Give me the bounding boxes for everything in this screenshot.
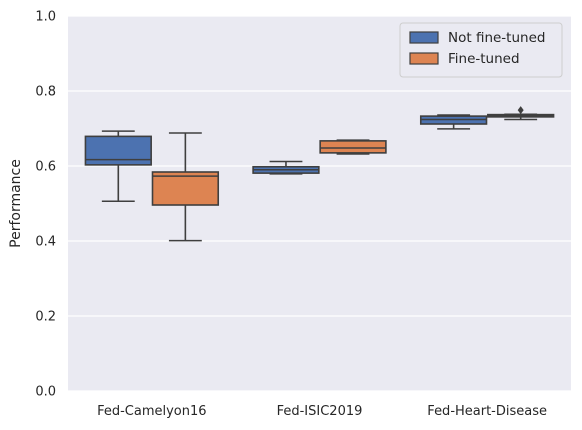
x-tick-label: Fed-ISIC2019 (277, 404, 363, 419)
box-fine-tuned-1 (319, 139, 387, 155)
legend-label: Fine-tuned (448, 51, 520, 67)
box-not-fine-tuned-2 (419, 114, 488, 130)
legend-frame (399, 22, 563, 78)
legend: Not fine-tuned Fine-tuned (399, 22, 563, 78)
x-tick-labels: Fed-Camelyon16 Fed-ISIC2019 Fed-Heart-Dise… (97, 404, 547, 419)
y-tick-label: 1.0 (35, 10, 56, 25)
legend-swatch (409, 52, 439, 65)
y-tick-label: 0.8 (35, 85, 56, 100)
box-fine-tuned-2 (487, 106, 555, 121)
box-body (84, 135, 152, 166)
box-body (319, 140, 387, 154)
legend-swatch (409, 31, 439, 44)
y-tick-labels: 0.0 0.2 0.4 0.6 0.8 1.0 (35, 10, 56, 400)
box-body (151, 171, 220, 206)
outlier-point (517, 106, 524, 115)
y-tick-label: 0.0 (35, 385, 56, 400)
y-tick-label: 0.4 (35, 235, 56, 250)
x-tick-label: Fed-Heart-Disease (427, 404, 547, 419)
box-not-fine-tuned-1 (252, 160, 320, 175)
x-tick-label: Fed-Camelyon16 (97, 404, 206, 419)
box-fine-tuned-0 (151, 132, 220, 242)
box-not-fine-tuned-0 (84, 130, 152, 203)
y-axis-label: Performance (8, 159, 24, 248)
y-tick-label: 0.2 (35, 310, 56, 325)
legend-label: Not fine-tuned (448, 30, 545, 46)
boxes-layer (84, 106, 555, 242)
y-tick-label: 0.6 (35, 160, 56, 175)
